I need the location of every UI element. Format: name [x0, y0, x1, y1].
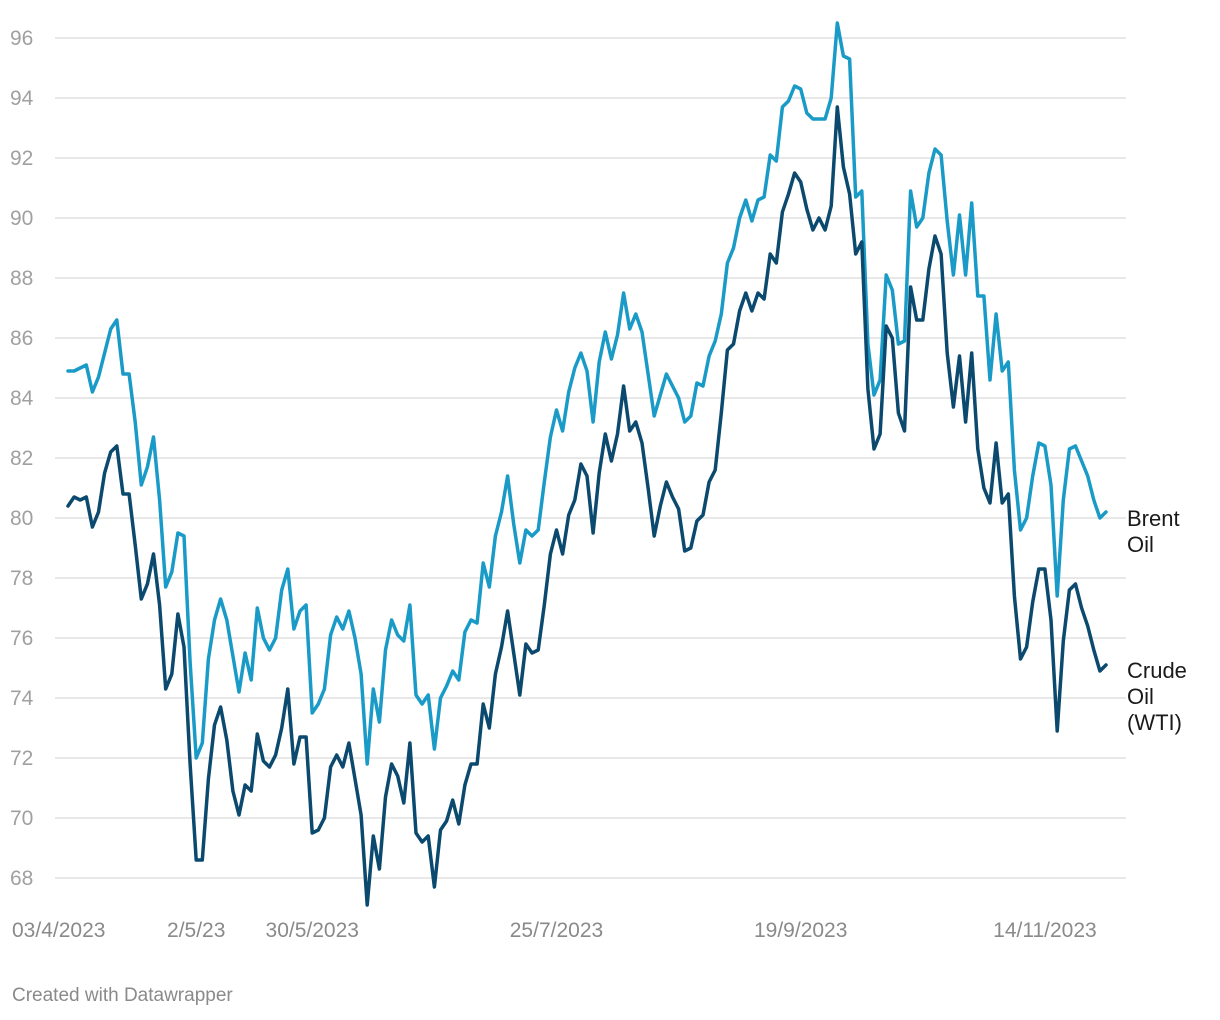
y-tick-label-74: 74: [10, 687, 34, 710]
y-tick-label-90: 90: [10, 207, 33, 230]
x-tick-label-0: 03/4/2023: [12, 919, 105, 942]
y-tick-label-80: 80: [10, 507, 33, 530]
y-tick-label-92: 92: [10, 147, 33, 170]
x-tick-label-5: 14/11/2023: [993, 919, 1097, 942]
x-tick-label-3: 25/7/2023: [510, 919, 603, 942]
series-label-0-line-1: Oil: [1127, 532, 1154, 557]
y-tick-label-88: 88: [10, 267, 33, 290]
y-tick-label-70: 70: [10, 807, 33, 830]
series-line-brent-oil: [66, 21, 1108, 766]
datawrapper-credit: Created with Datawrapper: [12, 985, 233, 1006]
y-tick-label-84: 84: [10, 387, 34, 410]
series-label-1-line-0: Crude: [1127, 658, 1187, 683]
y-tick-label-86: 86: [10, 327, 33, 350]
y-tick-label-76: 76: [10, 627, 33, 650]
series-line-crude-oil-wti: [66, 105, 1108, 907]
x-tick-label-4: 19/9/2023: [754, 919, 847, 942]
x-axis-ticks: 03/4/2023 2/5/23 30/5/2023 25/7/2023 19/9/20…: [12, 919, 1097, 942]
x-tick-label-1: 2/5/23: [167, 919, 225, 942]
y-axis-ticks: 68 70 72 74 76 78 80 82 84 86 88 90 92 94 96: [10, 27, 34, 890]
x-tick-label-2: 30/5/2023: [266, 919, 359, 942]
y-tick-label-78: 78: [10, 567, 33, 590]
grid-lines: [55, 37, 1126, 879]
series-label-1-line-1: Oil: [1127, 684, 1154, 709]
series-label-1-line-2: (WTI): [1127, 710, 1182, 735]
y-tick-label-72: 72: [10, 747, 33, 770]
series-lines: [66, 21, 1108, 907]
y-tick-label-94: 94: [10, 87, 34, 110]
series-label-0-line-0: Brent: [1127, 506, 1180, 531]
y-tick-label-96: 96: [10, 27, 33, 50]
y-tick-label-68: 68: [10, 867, 33, 890]
y-tick-label-82: 82: [10, 447, 33, 470]
